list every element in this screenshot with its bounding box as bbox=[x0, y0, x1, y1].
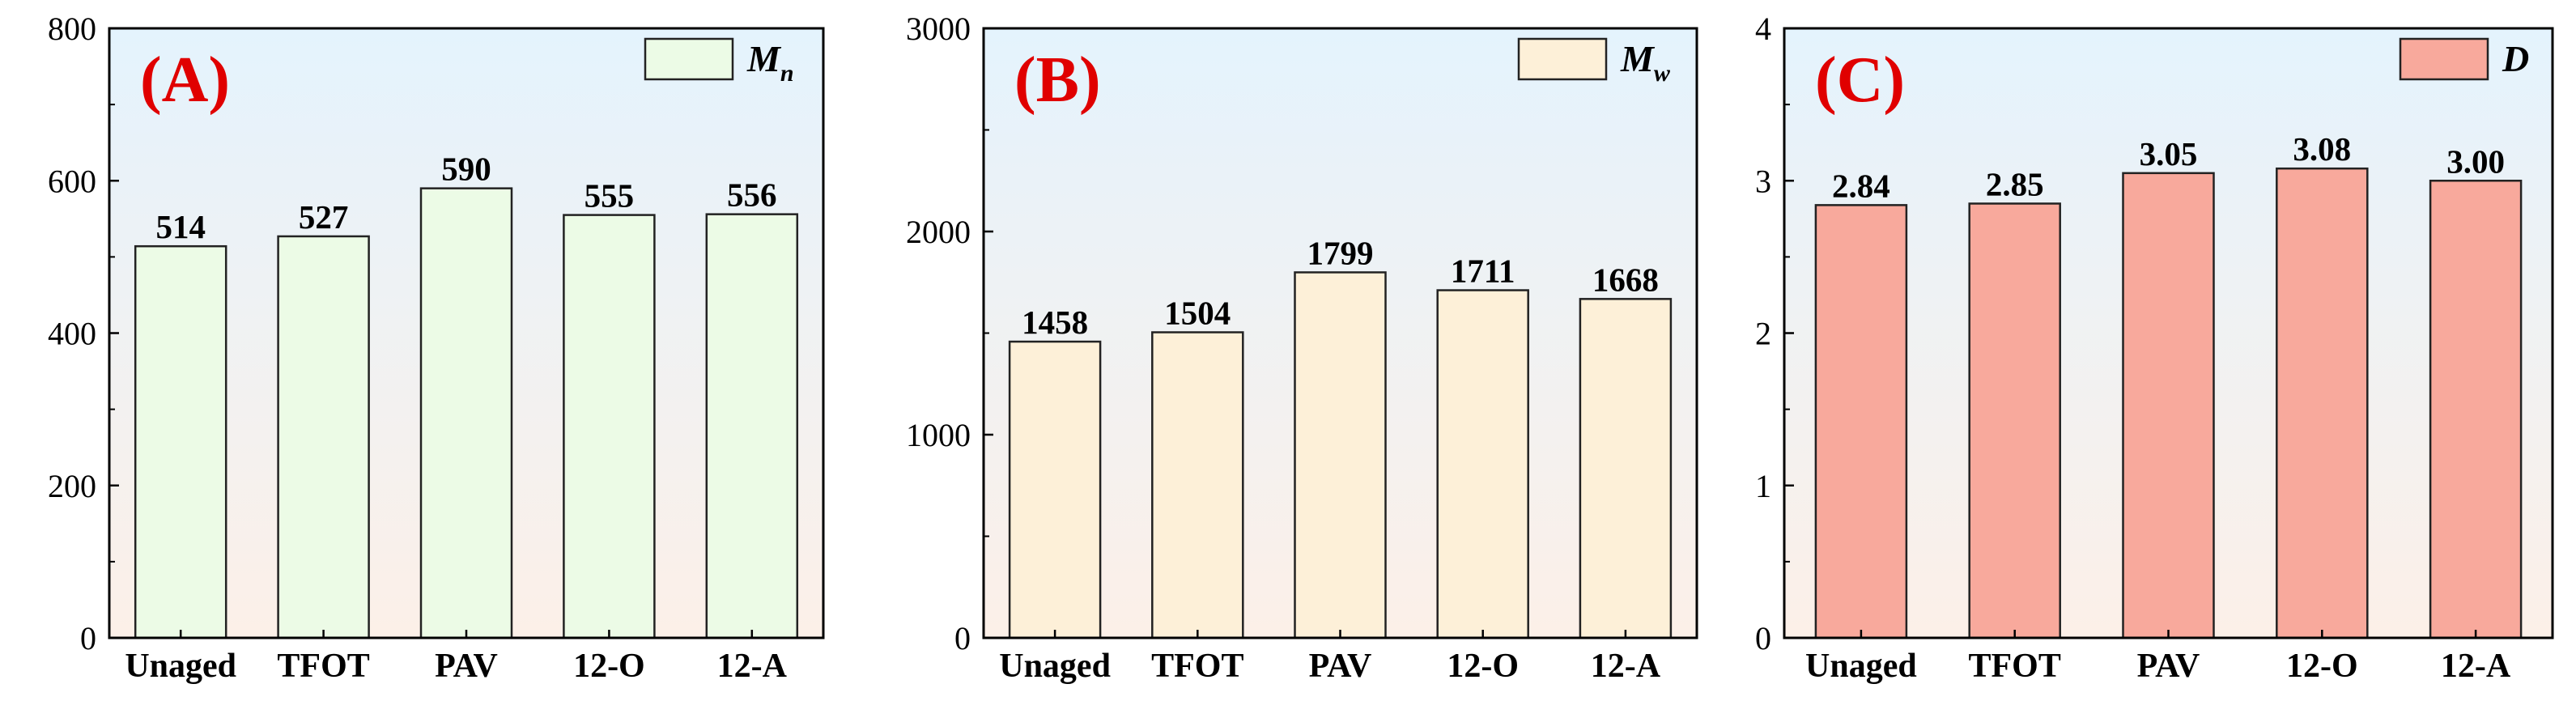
y-tick-label: 0 bbox=[80, 620, 96, 656]
bar-12-o bbox=[2276, 167, 2369, 639]
value-label: 555 bbox=[584, 177, 635, 215]
bar-pav bbox=[1294, 271, 1387, 639]
y-tick-label: 800 bbox=[48, 11, 96, 47]
chart-panel-3: 2.84 Unaged 2.85 TFOT 3.05 PAV 3.08 12-O 3.00 12-… bbox=[1755, 11, 2554, 685]
bar-12-a bbox=[705, 213, 799, 639]
bar-unaged bbox=[1008, 340, 1102, 639]
bar-pav bbox=[419, 187, 513, 639]
y-tick-label: 3000 bbox=[906, 11, 971, 47]
legend-swatch bbox=[1517, 37, 1608, 81]
value-label: 1799 bbox=[1307, 234, 1374, 271]
x-tick-label: 12-A bbox=[2441, 648, 2511, 685]
x-tick-label: TFOT bbox=[1969, 648, 2061, 685]
bar-unaged bbox=[1814, 204, 1908, 639]
bar-unaged bbox=[134, 244, 227, 639]
y-tick-label: 1000 bbox=[906, 417, 971, 453]
panel-label: (C) bbox=[1815, 45, 1905, 116]
legend-label: Mn bbox=[746, 38, 794, 87]
bar-tfot bbox=[1151, 331, 1244, 639]
bar-12-o bbox=[1436, 289, 1529, 639]
x-tick-label: TFOT bbox=[1151, 648, 1243, 685]
chart-panel-1: 514 Unaged 527 TFOT 590 PAV 555 12-O 556 12-A 0 200… bbox=[48, 11, 825, 685]
value-label: 1711 bbox=[1451, 253, 1515, 290]
chart-panel-2: 1458 Unaged 1504 TFOT 1799 PAV 1711 12-O 1668 12-… bbox=[906, 11, 1698, 685]
x-tick-label: 12-O bbox=[2286, 648, 2358, 685]
legend-label: D bbox=[2502, 38, 2529, 79]
value-label: 1668 bbox=[1592, 261, 1659, 298]
y-tick-label: 3 bbox=[1755, 163, 1771, 199]
bar-12-a bbox=[2429, 180, 2523, 639]
bar-tfot bbox=[1968, 202, 2061, 639]
x-tick-label: Unaged bbox=[125, 648, 236, 685]
legend-swatch bbox=[644, 37, 734, 81]
x-tick-label: 12-A bbox=[717, 648, 788, 685]
y-tick-label: 1 bbox=[1755, 468, 1771, 504]
x-tick-label: 12-O bbox=[573, 648, 645, 685]
value-label: 3.08 bbox=[2293, 130, 2351, 168]
plot-frame bbox=[108, 27, 825, 639]
y-tick-label: 0 bbox=[954, 620, 971, 656]
x-tick-label: PAV bbox=[1309, 648, 1372, 685]
legend-label-base: M bbox=[1620, 38, 1656, 79]
x-tick-label: TFOT bbox=[277, 648, 369, 685]
legend-label-base: M bbox=[746, 38, 782, 79]
x-tick-label: PAV bbox=[435, 648, 498, 685]
value-label: 2.85 bbox=[1986, 165, 2044, 202]
value-label: 527 bbox=[299, 198, 349, 236]
legend-label: Mw bbox=[1620, 38, 1671, 87]
bar-pav bbox=[2122, 172, 2215, 639]
x-tick-label: Unaged bbox=[1805, 648, 1917, 685]
y-tick-label: 2000 bbox=[906, 214, 971, 250]
value-label: 1504 bbox=[1164, 294, 1231, 331]
y-tick-label: 0 bbox=[1755, 620, 1771, 656]
bar-12-a bbox=[1579, 298, 1673, 639]
legend-label-subscript: w bbox=[1654, 60, 1671, 87]
value-label: 1458 bbox=[1022, 304, 1088, 341]
value-label: 2.84 bbox=[1832, 167, 1890, 204]
x-tick-label: 12-A bbox=[1591, 648, 1661, 685]
y-tick-label: 4 bbox=[1755, 11, 1771, 47]
legend-swatch bbox=[2399, 37, 2489, 81]
y-tick-label: 600 bbox=[48, 163, 96, 199]
panel-label: (A) bbox=[140, 45, 230, 116]
y-tick-label: 400 bbox=[48, 316, 96, 352]
x-tick-label: 12-O bbox=[1447, 648, 1519, 685]
legend-label-subscript: n bbox=[780, 60, 794, 87]
plot-frame bbox=[1783, 27, 2554, 639]
legend-label-base: D bbox=[2502, 38, 2529, 79]
x-tick-label: PAV bbox=[2137, 648, 2200, 685]
x-tick-label: Unaged bbox=[999, 648, 1111, 685]
bar-12-o bbox=[563, 214, 656, 639]
value-label: 590 bbox=[441, 151, 491, 188]
plot-frame bbox=[982, 27, 1698, 639]
y-tick-label: 200 bbox=[48, 468, 96, 504]
y-tick-label: 2 bbox=[1755, 316, 1771, 352]
value-label: 514 bbox=[155, 208, 206, 245]
value-label: 3.05 bbox=[2140, 135, 2198, 172]
bar-tfot bbox=[277, 235, 370, 639]
value-label: 3.00 bbox=[2446, 142, 2505, 180]
value-label: 556 bbox=[727, 176, 777, 214]
panel-label: (B) bbox=[1014, 45, 1101, 116]
